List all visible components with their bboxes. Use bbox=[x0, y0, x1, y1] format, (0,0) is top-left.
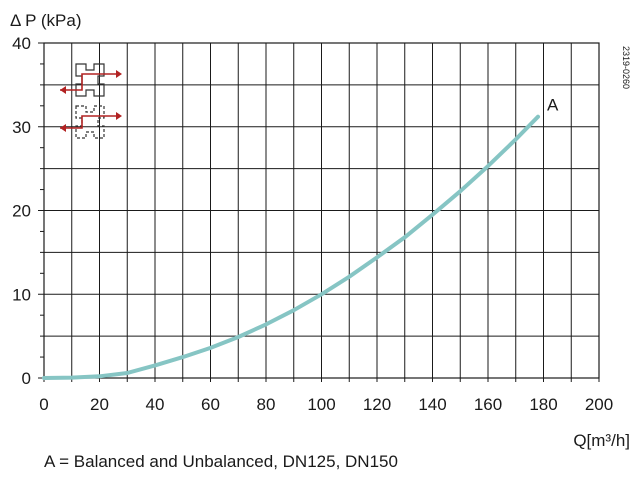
x-tick-label: 80 bbox=[257, 395, 276, 414]
x-tick-label: 100 bbox=[307, 395, 335, 414]
x-tick-label: 140 bbox=[418, 395, 446, 414]
data-point bbox=[98, 375, 101, 377]
y-tick-label: 20 bbox=[12, 202, 31, 221]
data-point bbox=[154, 364, 156, 367]
y-tick-label: 30 bbox=[12, 118, 31, 137]
data-point bbox=[431, 214, 434, 216]
data-point bbox=[126, 372, 128, 374]
tick-labels: 0 20 40 60 80 100 120 140 160 180 200 0 10 20 30 40 bbox=[12, 34, 613, 414]
data-point bbox=[293, 309, 295, 311]
data-point bbox=[71, 376, 73, 379]
valve-icons bbox=[60, 63, 122, 139]
axes bbox=[38, 42, 600, 382]
y-tick-label: 10 bbox=[12, 285, 31, 304]
x-tick-label: 160 bbox=[474, 395, 502, 414]
data-point bbox=[459, 190, 461, 192]
valve-icon-unbalanced bbox=[60, 105, 122, 139]
data-point bbox=[515, 138, 517, 140]
data-point bbox=[209, 347, 212, 349]
data-point bbox=[376, 256, 378, 258]
x-tick-label: 120 bbox=[363, 395, 391, 414]
y-tick-label: 0 bbox=[22, 369, 31, 388]
y-axis-label: Δ P (kPa) bbox=[10, 11, 82, 30]
series-line-A bbox=[42, 114, 540, 380]
data-point bbox=[320, 293, 323, 295]
chart-caption: A = Balanced and Unbalanced, DN125, DN15… bbox=[44, 452, 398, 471]
data-point bbox=[182, 356, 184, 358]
x-tick-label: 20 bbox=[90, 395, 109, 414]
data-point bbox=[43, 377, 45, 379]
data-point bbox=[237, 336, 239, 338]
data-point bbox=[348, 276, 350, 278]
x-axis-label: Q[m³/h] bbox=[573, 431, 630, 450]
data-point bbox=[537, 116, 539, 118]
x-tick-label: 200 bbox=[585, 395, 613, 414]
series-label-A: A bbox=[547, 96, 559, 115]
data-point bbox=[265, 323, 267, 325]
figure-id: 2319-0260 bbox=[621, 46, 631, 89]
x-tick-label: 40 bbox=[146, 395, 165, 414]
x-tick-label: 0 bbox=[39, 395, 48, 414]
valve-icon-balanced bbox=[60, 63, 122, 97]
x-tick-label: 180 bbox=[529, 395, 557, 414]
data-point bbox=[487, 165, 489, 167]
series-layer: A bbox=[42, 96, 559, 380]
grid bbox=[44, 43, 599, 378]
y-tick-label: 40 bbox=[12, 34, 31, 53]
data-point bbox=[404, 236, 406, 238]
x-tick-label: 60 bbox=[201, 395, 220, 414]
